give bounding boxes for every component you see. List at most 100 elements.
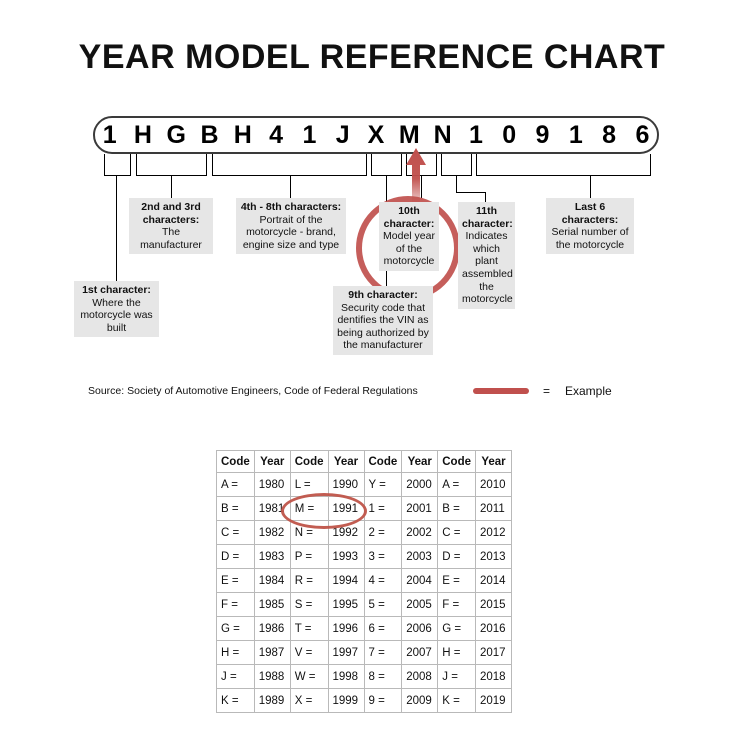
- code-cell-9-7: J =: [437, 664, 476, 689]
- year-cell-4-8: 2013: [475, 544, 512, 569]
- year-cell-8-8: 2017: [475, 640, 512, 665]
- label-char-11: 11th character: Indicates which plant as…: [458, 202, 515, 309]
- label-char-last-6: Last 6 characters: Serial number of the …: [546, 198, 634, 255]
- stem-char-4-8: [290, 176, 292, 198]
- code-cell-1-7: A =: [437, 472, 476, 497]
- vin-char-7: 1: [302, 121, 317, 149]
- vin-char-6: 4: [269, 121, 284, 149]
- code-cell-6-5: 5 =: [363, 592, 403, 617]
- code-cell-8-7: H =: [437, 640, 476, 665]
- label-char-9-heading: 9th character:: [348, 289, 418, 301]
- code-cell-8-5: 7 =: [363, 640, 403, 665]
- code-cell-5-1: E =: [216, 568, 255, 593]
- year-cell-8-2: 1987: [253, 640, 291, 665]
- table-header-cell-5: Code: [363, 450, 403, 473]
- year-cell-8-6: 2007: [401, 640, 439, 665]
- legend-color-swatch: [473, 388, 529, 394]
- table-header-cell-8: Year: [475, 450, 512, 473]
- year-cell-9-4: 1998: [327, 664, 365, 689]
- bracket-char-2-3: [136, 154, 207, 176]
- year-cell-4-4: 1993: [327, 544, 365, 569]
- code-cell-2-1: B =: [216, 496, 255, 521]
- stem-char-11-a: [456, 176, 458, 193]
- code-cell-9-5: 8 =: [363, 664, 403, 689]
- bracket-char-11: [441, 154, 472, 176]
- label-char-9: 9th character: Security code that dentif…: [333, 286, 433, 355]
- year-cell-4-2: 1983: [253, 544, 291, 569]
- table-header-cell-2: Year: [253, 450, 291, 473]
- year-cell-3-2: 1982: [253, 520, 291, 545]
- year-code-table-wrapper: Code Year Code Year Code Year Code Year A = 1980…: [216, 450, 512, 713]
- year-cell-9-6: 2008: [401, 664, 439, 689]
- red-highlight-ellipse-m-1991: [281, 493, 367, 529]
- code-cell-10-3: X =: [289, 688, 329, 713]
- vin-capsule: [93, 116, 659, 154]
- red-arrow-icon: [406, 148, 426, 204]
- stem-char-last-6: [590, 176, 592, 198]
- year-cell-4-6: 2003: [401, 544, 439, 569]
- vin-char-8: J: [335, 121, 350, 149]
- vin-char-11: N: [433, 121, 452, 149]
- code-cell-5-3: R =: [289, 568, 329, 593]
- vin-char-12: 1: [468, 121, 483, 149]
- year-cell-8-4: 1997: [327, 640, 365, 665]
- label-char-11-body: Indicates which plant assembled the moto…: [462, 230, 513, 306]
- year-cell-5-8: 2014: [475, 568, 512, 593]
- year-cell-1-2: 1980: [253, 472, 291, 497]
- label-char-4-8-heading: 4th - 8th characters:: [240, 201, 342, 213]
- year-cell-5-2: 1984: [253, 568, 291, 593]
- year-cell-2-6: 2001: [401, 496, 439, 521]
- table-row: G = 1986 T = 1996 6 = 2006 G = 2016: [216, 616, 512, 641]
- label-char-2-3: 2nd and 3rd characters: The manufacturer: [129, 198, 213, 255]
- table-row: C = 1982 N = 1992 2 = 2002 C = 2012: [216, 520, 512, 545]
- label-char-1: 1st character: Where the motorcycle was …: [74, 281, 159, 338]
- table-header-cell-6: Year: [401, 450, 439, 473]
- code-cell-9-3: W =: [289, 664, 329, 689]
- code-cell-6-7: F =: [437, 592, 476, 617]
- label-char-2-3-body: The manufacturer: [140, 226, 202, 251]
- source-note: Source: Society of Automotive Engineers,…: [88, 385, 418, 397]
- code-cell-10-5: 9 =: [363, 688, 403, 713]
- year-cell-1-8: 2010: [475, 472, 512, 497]
- code-cell-9-1: J =: [216, 664, 255, 689]
- vin-char-14: 9: [535, 121, 550, 149]
- year-cell-6-6: 2005: [401, 592, 439, 617]
- label-char-1-heading: 1st character:: [82, 284, 151, 296]
- code-cell-10-7: K =: [437, 688, 476, 713]
- year-cell-6-4: 1995: [327, 592, 365, 617]
- code-cell-7-7: G =: [437, 616, 476, 641]
- code-cell-2-7: B =: [437, 496, 476, 521]
- code-cell-3-1: C =: [216, 520, 255, 545]
- year-cell-10-2: 1989: [253, 688, 291, 713]
- table-header-cell-4: Year: [327, 450, 365, 473]
- label-char-last-6-body: Serial number of the motorcycle: [551, 226, 629, 251]
- vin-char-10: M: [398, 121, 420, 149]
- label-char-10: 10th character: Model year of the motorc…: [379, 202, 439, 271]
- bracket-char-9: [371, 154, 402, 176]
- table-row: J = 1988 W = 1998 8 = 2008 J = 2018: [216, 664, 512, 689]
- code-cell-4-3: P =: [289, 544, 329, 569]
- legend-equals-sign: =: [543, 384, 551, 398]
- code-cell-7-5: 6 =: [363, 616, 403, 641]
- stem-char-2-3: [171, 176, 173, 198]
- label-char-10-body: Model year of the motorcycle: [383, 230, 435, 268]
- page-title: YEAR MODEL REFERENCE CHART: [78, 38, 666, 76]
- table-row: D = 1983 P = 1993 3 = 2003 D = 2013: [216, 544, 512, 569]
- elbow-char-11: [456, 192, 486, 194]
- year-cell-5-4: 1994: [327, 568, 365, 593]
- code-cell-1-1: A =: [216, 472, 255, 497]
- year-cell-9-2: 1988: [253, 664, 291, 689]
- year-cell-10-8: 2019: [475, 688, 512, 713]
- code-cell-8-1: H =: [216, 640, 255, 665]
- year-cell-7-2: 1986: [253, 616, 291, 641]
- year-cell-6-2: 1985: [253, 592, 291, 617]
- table-header-cell-1: Code: [216, 450, 255, 473]
- code-cell-5-7: E =: [437, 568, 476, 593]
- year-cell-3-8: 2012: [475, 520, 512, 545]
- label-char-10-heading: 10th character:: [383, 205, 435, 230]
- bracket-char-4-8: [212, 154, 367, 176]
- label-char-2-3-heading: 2nd and 3rd characters:: [141, 201, 201, 226]
- bracket-char-last-6: [476, 154, 651, 176]
